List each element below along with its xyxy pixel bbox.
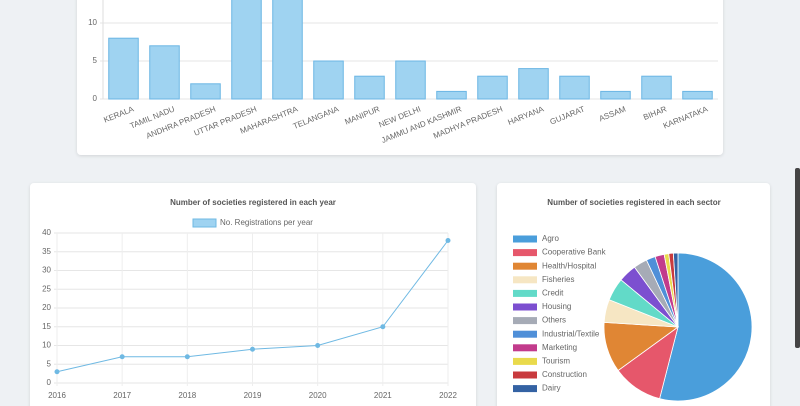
x-tick-label: 2021: [374, 391, 392, 400]
y-tick-label: 0: [93, 94, 98, 103]
legend-label: Fisheries: [542, 275, 574, 284]
legend-swatch: [192, 218, 217, 228]
legend-label: Marketing: [542, 343, 577, 352]
y-tick-label: 25: [42, 284, 51, 293]
chart-title: Number of societies registered in each y…: [170, 198, 336, 207]
bar: [108, 37, 139, 100]
point: [380, 324, 386, 330]
bar: [518, 68, 549, 100]
point: [445, 238, 451, 243]
bar: [354, 75, 385, 100]
x-tick-label: 2022: [439, 391, 457, 400]
point: [250, 346, 255, 352]
bar: [395, 60, 426, 100]
legend-swatch: [513, 235, 537, 243]
y-tick-label: 30: [42, 266, 51, 275]
legend-label: Credit: [542, 289, 564, 298]
pie-slice: [659, 252, 753, 402]
x-tick-label: 2018: [178, 391, 196, 400]
point: [119, 354, 125, 360]
x-tick-label: 2017: [113, 391, 131, 400]
legend-label: Health/Hospital: [542, 261, 596, 270]
bar: [559, 75, 590, 100]
pie-slice: [672, 252, 679, 328]
y-tick-label: 10: [42, 341, 51, 350]
legend-swatch: [513, 276, 537, 284]
legend-swatch: [513, 317, 537, 325]
bar: [149, 45, 180, 100]
y-tick-label: 15: [42, 322, 51, 331]
legend-swatch: [513, 344, 537, 352]
legend-label: Others: [542, 316, 566, 325]
legend-label: Dairy: [542, 384, 561, 393]
legend-swatch: [513, 249, 537, 257]
bar: [272, 0, 303, 100]
point: [54, 369, 60, 375]
legend-label: Cooperative Bank: [542, 248, 607, 257]
bar: [436, 90, 467, 100]
y-tick-label: 10: [88, 18, 97, 27]
y-tick-label: 35: [42, 247, 51, 256]
legend-swatch: [513, 385, 537, 393]
bar: [641, 75, 672, 100]
y-tick-label: 0: [47, 378, 52, 387]
bar: [190, 83, 221, 100]
bar: [600, 90, 631, 100]
legend-label: No. Registrations per year: [220, 218, 313, 227]
point: [184, 354, 190, 360]
legend-swatch: [513, 303, 537, 311]
x-tick-label: 2020: [309, 391, 327, 400]
y-tick-label: 5: [47, 359, 52, 368]
bar: [682, 90, 713, 100]
bar: [231, 0, 262, 100]
legend-swatch: [513, 357, 537, 365]
legend-swatch: [513, 262, 537, 270]
legend-swatch: [513, 371, 537, 379]
chart-title: Number of societies registered in each s…: [547, 198, 720, 207]
point: [315, 343, 321, 348]
bar: [477, 75, 508, 100]
legend-swatch: [513, 330, 537, 338]
y-tick-label: 40: [42, 228, 51, 237]
legend-label: Construction: [542, 370, 587, 379]
y-tick-label: 5: [93, 56, 98, 65]
bar: [313, 60, 344, 100]
y-tick-label: 20: [42, 303, 51, 312]
pie: [603, 252, 753, 402]
legend-label: Tourism: [542, 357, 570, 366]
scrollbar[interactable]: [795, 168, 800, 348]
legend-swatch: [513, 289, 537, 297]
legend-label: Industrial/Textile: [542, 329, 600, 338]
legend-label: Housing: [542, 302, 571, 311]
x-tick-label: 2019: [244, 391, 262, 400]
legend-label: Agro: [542, 234, 559, 243]
x-tick-label: 2016: [48, 391, 66, 400]
